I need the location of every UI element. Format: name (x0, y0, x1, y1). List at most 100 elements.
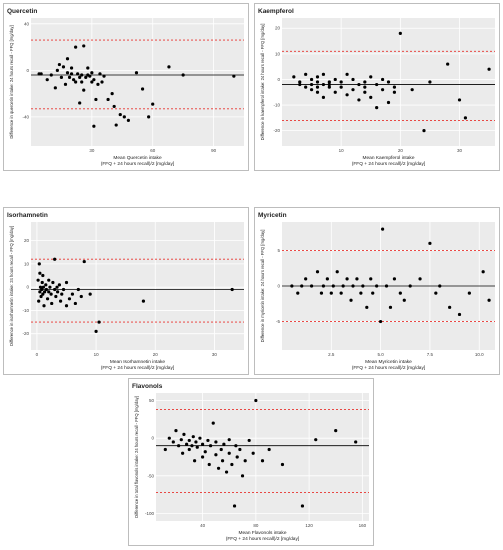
data-point (292, 75, 296, 79)
data-point (48, 285, 52, 289)
data-point (69, 66, 74, 70)
data-point (227, 451, 231, 455)
data-point (388, 305, 393, 309)
data-point (44, 283, 48, 287)
x-tick-label: 160 (359, 523, 367, 528)
data-point (45, 297, 50, 301)
data-point (402, 298, 406, 302)
data-point (49, 292, 53, 296)
data-point (185, 442, 189, 446)
data-point (315, 85, 320, 89)
data-point (325, 277, 329, 281)
data-point (179, 438, 183, 442)
data-point (78, 101, 82, 105)
data-point (64, 304, 69, 308)
data-point (59, 75, 64, 79)
y-axis-label: Difference in isorhamnetin intake: 24 ho… (9, 226, 14, 346)
data-point (315, 80, 320, 84)
data-point (38, 290, 42, 294)
data-point (177, 444, 181, 448)
data-point (392, 85, 397, 89)
chart-svg: 40 80 120 160 50 0 -50 -100 Flavonols Mean Flavon… (132, 383, 369, 542)
data-point (73, 301, 77, 306)
data-point (50, 301, 54, 306)
data-point (243, 459, 247, 463)
data-point (70, 292, 75, 296)
data-point (380, 88, 385, 92)
data-point (190, 444, 194, 448)
data-point (194, 440, 198, 444)
data-point (147, 115, 151, 119)
data-point (53, 86, 57, 90)
data-point (345, 277, 349, 281)
data-point (361, 284, 365, 288)
chart-title: Myricetin (258, 212, 287, 219)
data-point (57, 62, 62, 67)
data-point (290, 284, 294, 288)
plot-area (31, 222, 244, 350)
data-point (171, 440, 175, 444)
data-point (222, 442, 226, 446)
x-tick-label: 30 (89, 148, 95, 153)
x-tick-label: 120 (305, 523, 313, 528)
data-point (187, 438, 191, 443)
data-point (167, 65, 171, 69)
data-point (88, 292, 92, 296)
data-point (410, 88, 414, 92)
data-point (200, 442, 205, 446)
data-point (63, 82, 68, 86)
data-point (94, 97, 98, 102)
data-point (327, 85, 331, 89)
data-point (86, 66, 90, 70)
data-point (44, 287, 48, 292)
data-point (40, 287, 44, 292)
data-point (392, 277, 397, 281)
data-point (408, 284, 412, 288)
data-point (36, 278, 40, 282)
data-point (64, 280, 69, 285)
data-point (45, 78, 49, 82)
data-point (37, 299, 41, 303)
data-point (90, 71, 94, 75)
x-axis-label: Mean Flavonols intake (239, 530, 287, 536)
data-point (65, 57, 70, 61)
data-point (398, 291, 402, 295)
data-point (321, 284, 326, 288)
data-point (100, 80, 104, 84)
chart-title: Flavonols (132, 383, 163, 390)
data-point (334, 429, 338, 433)
y-tick-label: -100 (145, 511, 155, 516)
data-point (216, 466, 221, 470)
data-point (208, 444, 213, 448)
y-axis-label: Difference in quercetin intake: 24 hours… (9, 25, 14, 138)
data-point (422, 129, 426, 133)
data-point (42, 304, 46, 308)
data-point (314, 438, 318, 442)
chart-svg: 2.5 5.0 7.5 10.0 5 0 -5 Myricetin Mean Myricetin… (258, 212, 495, 371)
data-point (163, 447, 167, 452)
data-point (304, 72, 308, 76)
data-point (321, 82, 326, 87)
data-point (345, 93, 349, 97)
data-point (247, 438, 251, 443)
x-tick-label: 0 (36, 352, 39, 357)
data-point (193, 459, 197, 463)
y-tick-label: 20 (275, 26, 281, 31)
data-point (187, 447, 191, 452)
data-point (363, 85, 367, 89)
data-point (234, 444, 238, 448)
data-point (345, 72, 349, 76)
data-point (76, 287, 80, 292)
data-point (94, 329, 98, 333)
data-point (369, 95, 373, 99)
y-tick-label: -10 (273, 103, 280, 108)
data-point (375, 106, 379, 110)
data-point (384, 284, 389, 288)
data-point (181, 451, 185, 455)
data-point (203, 450, 207, 454)
myricetin-panel: 2.5 5.0 7.5 10.0 5 0 -5 Myricetin Mean Myricetin… (254, 207, 500, 375)
data-point (300, 504, 305, 508)
data-point (53, 287, 57, 292)
data-point (126, 118, 130, 122)
x-tick-label: 20 (153, 352, 159, 357)
